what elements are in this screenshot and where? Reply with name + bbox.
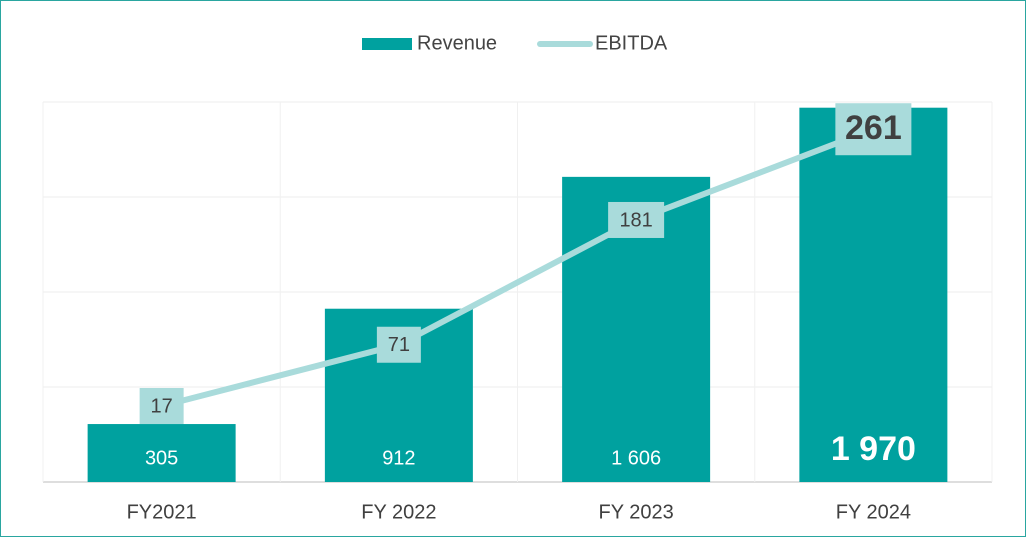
legend-swatch (362, 38, 412, 50)
line-value-label: 181 (619, 209, 652, 231)
line-label-box (608, 201, 665, 238)
x-tick-label: FY 2023 (599, 501, 674, 523)
legend-label: EBITDA (595, 32, 668, 54)
line-value-label: 17 (151, 395, 173, 417)
line-label-box (139, 388, 184, 424)
line-value-label: 71 (388, 334, 410, 356)
x-tick-label: FY2021 (127, 501, 197, 523)
bar-value-label: 1 606 (611, 447, 661, 469)
legend-label: Revenue (417, 32, 497, 54)
line-label-box (835, 103, 912, 156)
bar-value-label: 1 970 (831, 430, 916, 468)
x-tick-label: FY 2022 (361, 501, 436, 523)
bar-value-label: 305 (145, 447, 178, 469)
line-label-box (376, 326, 421, 363)
line-value-label: 261 (845, 109, 902, 147)
bar-value-label: 912 (382, 447, 415, 469)
x-tick-label: FY 2024 (836, 501, 911, 523)
line (160, 126, 875, 409)
bar (87, 424, 236, 482)
bar (799, 107, 948, 482)
